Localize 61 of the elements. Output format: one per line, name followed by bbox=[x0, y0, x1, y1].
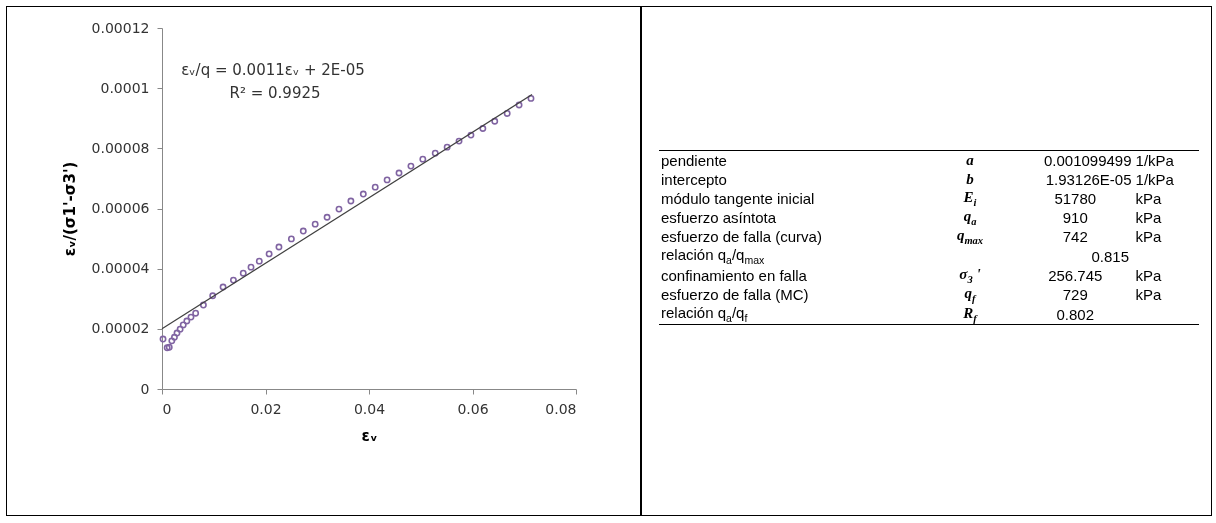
x-tick-label: 0.08 bbox=[545, 400, 577, 417]
text: 256.745 bbox=[1047, 266, 1104, 285]
text: relación q$_{a}$/q$_{f}$ bbox=[660, 304, 749, 325]
x-tick-label: 0 bbox=[162, 400, 172, 417]
point bbox=[255, 257, 263, 265]
text: 1/kPa bbox=[1134, 151, 1175, 170]
text: 729 bbox=[1061, 285, 1089, 304]
y-tick-label: 0.00002 bbox=[91, 320, 150, 337]
x-axis-title: εᵥ bbox=[361, 426, 378, 445]
text: 1.93126E-05 bbox=[1044, 170, 1133, 189]
text: 742 bbox=[1061, 227, 1089, 246]
annotation: εᵥ/q = 0.0011εᵥ + 2E-05 bbox=[181, 61, 365, 79]
point bbox=[299, 227, 307, 235]
point bbox=[359, 190, 367, 198]
text: kPa bbox=[1134, 208, 1163, 227]
text: confinamiento en falla bbox=[660, 266, 808, 285]
text: 1/kPa bbox=[1134, 170, 1175, 189]
text: kPa bbox=[1134, 285, 1163, 304]
text: q$_{max}$ bbox=[955, 227, 985, 246]
point bbox=[491, 117, 499, 125]
text: kPa bbox=[1134, 227, 1163, 246]
text: 910 bbox=[1061, 208, 1089, 227]
text: esfuerzo asíntota bbox=[660, 208, 778, 227]
point bbox=[371, 183, 379, 191]
y-tick-label: 0.0001 bbox=[100, 79, 150, 96]
point bbox=[311, 220, 319, 228]
x-tick-label: 0.02 bbox=[250, 400, 282, 417]
x-tick-label: 0.06 bbox=[457, 400, 489, 417]
text: σ$_{3}$ ' bbox=[958, 266, 982, 285]
text: R$_{f}$ bbox=[962, 304, 979, 325]
text: 0.815 bbox=[1090, 246, 1130, 266]
text: 51780 bbox=[1053, 189, 1098, 208]
text: q$_{f}$ bbox=[963, 285, 978, 304]
text: b bbox=[965, 170, 975, 189]
text: q$_{a}$ bbox=[962, 208, 978, 227]
y-tick-label: 0 bbox=[140, 380, 150, 397]
point bbox=[287, 235, 295, 243]
text: 0.001099499 bbox=[1042, 151, 1133, 170]
text: kPa bbox=[1134, 189, 1163, 208]
x-tick-label: 0.04 bbox=[353, 400, 386, 417]
y-axis-title: εᵥ/(σ1'-σ3') bbox=[60, 161, 79, 257]
point bbox=[192, 309, 200, 317]
text: 0.802 bbox=[1055, 304, 1096, 325]
text: relación q$_{a}$/q$_{max}$ bbox=[660, 246, 766, 266]
text: módulo tangente inicial bbox=[660, 189, 816, 208]
text: pendiente bbox=[660, 151, 728, 170]
point bbox=[170, 333, 178, 341]
annotation: R² = 0.9925 bbox=[229, 84, 321, 102]
y-tick-label: 0.00004 bbox=[91, 260, 150, 277]
text: E$_{i}$ bbox=[962, 189, 978, 208]
point bbox=[419, 155, 427, 163]
point bbox=[239, 269, 247, 277]
y-tick-label: 0.00008 bbox=[91, 139, 150, 156]
text: esfuerzo de falla (MC) bbox=[660, 285, 810, 304]
text: a bbox=[965, 151, 975, 170]
y-tick-label: 0.00006 bbox=[91, 200, 150, 216]
point bbox=[323, 213, 331, 221]
text: intercepto bbox=[660, 170, 728, 189]
text: esfuerzo de falla (curva) bbox=[660, 227, 823, 246]
y-tick-label: 0.00012 bbox=[91, 19, 150, 36]
text: kPa bbox=[1134, 266, 1163, 285]
